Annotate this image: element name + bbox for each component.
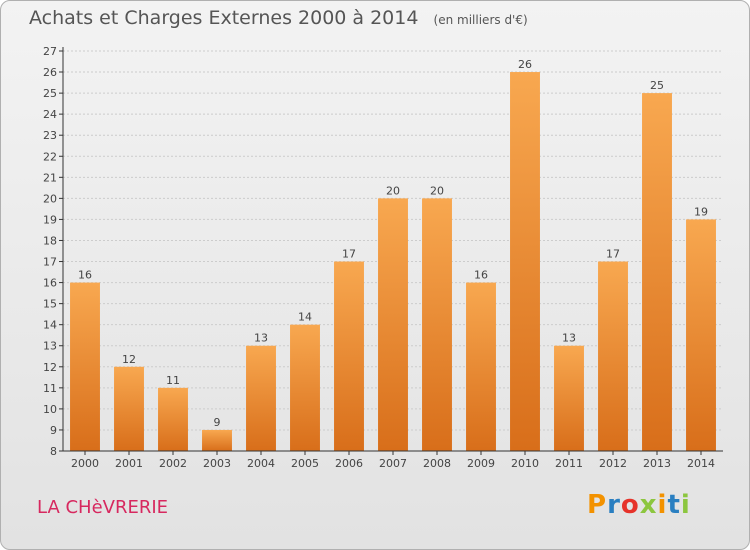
data-label: 16 [474, 269, 488, 282]
y-tick-label: 13 [43, 340, 57, 353]
y-tick-label: 26 [43, 66, 57, 79]
chart-title: Achats et Charges Externes 2000 à 2014 (… [29, 7, 528, 29]
chart-title-main: Achats et Charges Externes 2000 à 2014 [29, 7, 419, 29]
data-label: 14 [298, 311, 312, 324]
data-label: 20 [430, 184, 444, 197]
data-label: 19 [694, 205, 708, 218]
data-label: 16 [78, 269, 92, 282]
y-tick-label: 14 [43, 319, 57, 332]
data-label: 12 [122, 353, 136, 366]
y-tick-label: 24 [43, 108, 57, 121]
y-tick-label: 20 [43, 192, 57, 205]
x-tick-label: 2001 [115, 457, 143, 470]
x-tick-label: 2002 [159, 457, 187, 470]
y-tick-label: 9 [50, 424, 57, 437]
x-tick-label: 2014 [687, 457, 715, 470]
data-label: 13 [562, 332, 576, 345]
bar [642, 93, 672, 452]
x-tick-label: 2003 [203, 457, 231, 470]
y-tick-label: 19 [43, 213, 57, 226]
bar [114, 366, 144, 451]
logo-letter: x [639, 490, 658, 520]
x-tick-label: 2008 [423, 457, 451, 470]
data-label: 17 [606, 248, 620, 261]
logo-letter: t [667, 490, 681, 520]
bar [246, 345, 276, 451]
x-tick-label: 2007 [379, 457, 407, 470]
logo-letter: r [607, 490, 621, 520]
y-tick-label: 15 [43, 298, 57, 311]
commune-name: LA CHèVRERIE [37, 497, 169, 518]
x-tick-label: 2009 [467, 457, 495, 470]
x-tick-label: 2011 [555, 457, 583, 470]
y-tick-label: 23 [43, 129, 57, 142]
bar [598, 261, 628, 451]
y-tick-label: 12 [43, 361, 57, 374]
x-tick-label: 2004 [247, 457, 275, 470]
bar [554, 345, 584, 451]
data-label: 11 [166, 374, 180, 387]
y-tick-label: 16 [43, 277, 57, 290]
y-tick-label: 17 [43, 256, 57, 269]
x-tick-label: 2013 [643, 457, 671, 470]
x-tick-label: 2000 [71, 457, 99, 470]
x-tick-label: 2005 [291, 457, 319, 470]
y-tick-label: 18 [43, 234, 57, 247]
bar [158, 387, 188, 451]
data-label: 25 [650, 79, 664, 92]
y-tick-label: 11 [43, 382, 57, 395]
logo-letter: i [680, 490, 691, 520]
x-tick-label: 2010 [511, 457, 539, 470]
data-label: 17 [342, 248, 356, 261]
bar [466, 282, 496, 451]
bar [510, 72, 540, 451]
y-tick-label: 22 [43, 150, 57, 163]
bar [422, 198, 452, 451]
chart-title-unit: (en milliers d'€) [433, 13, 528, 27]
y-tick-label: 21 [43, 171, 57, 184]
logo-letter: P [587, 490, 608, 520]
y-tick-label: 10 [43, 403, 57, 416]
proxiti-logo: Proxiti [587, 490, 691, 520]
bar [334, 261, 364, 451]
bar [378, 198, 408, 451]
data-label: 20 [386, 184, 400, 197]
x-tick-label: 2006 [335, 457, 363, 470]
logo-letter: o [620, 490, 640, 520]
y-tick-label: 25 [43, 87, 57, 100]
data-label: 26 [518, 58, 532, 71]
y-tick-label: 27 [43, 45, 57, 58]
data-label: 13 [254, 332, 268, 345]
x-tick-label: 2012 [599, 457, 627, 470]
bar [70, 282, 100, 451]
data-label: 9 [214, 416, 221, 429]
y-tick-label: 8 [50, 445, 57, 458]
bar [290, 324, 320, 451]
bar [686, 219, 716, 451]
bar [202, 429, 232, 451]
logo-letter: i [657, 490, 668, 520]
